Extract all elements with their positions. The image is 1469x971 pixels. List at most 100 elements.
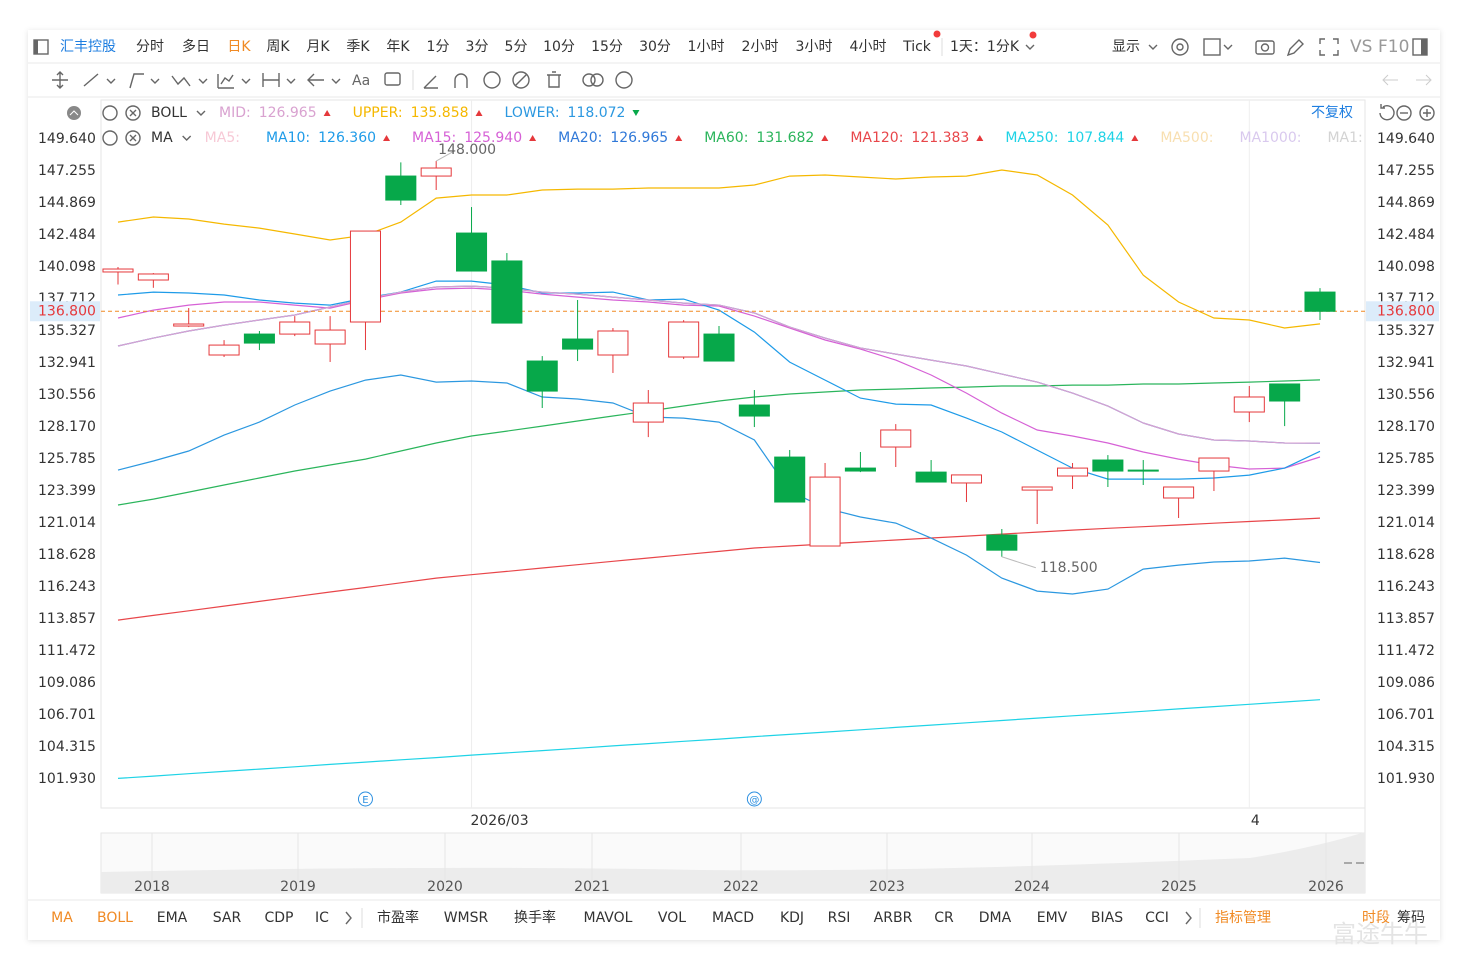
ray-tool[interactable] <box>129 73 144 89</box>
indicator-tab[interactable]: IC <box>315 910 329 926</box>
dropdown-arrow[interactable] <box>286 78 296 84</box>
period-tab[interactable]: 日K <box>227 39 251 55</box>
magnet-tool[interactable] <box>454 73 468 88</box>
indicator-name[interactable]: MA <box>151 130 173 146</box>
period-tab[interactable]: 15分 <box>591 39 623 55</box>
indicator-tab[interactable]: RSI <box>828 910 851 926</box>
note-tool[interactable] <box>384 72 401 86</box>
fullscreen-icon[interactable] <box>1319 38 1339 56</box>
indicator-tab[interactable]: MA <box>51 910 73 926</box>
zoom-in[interactable] <box>1419 105 1435 121</box>
period-tab[interactable]: 3小时 <box>796 39 833 55</box>
period-tab[interactable]: 年K <box>386 39 410 55</box>
tool-settings[interactable] <box>615 71 633 89</box>
indicator-tab[interactable]: CDP <box>265 910 294 926</box>
dropdown-arrow[interactable] <box>241 78 251 84</box>
indicator-tab[interactable]: 市盈率 <box>377 909 419 926</box>
pen-icon[interactable] <box>1286 39 1304 57</box>
event-icon-label: E <box>362 795 368 806</box>
legend-value: 131.682 <box>756 130 814 146</box>
settings-icon[interactable] <box>1171 38 1189 56</box>
indicator-tab[interactable]: DMA <box>979 910 1012 926</box>
session-tab[interactable]: 时段 <box>1362 910 1390 926</box>
legend-name: UPPER: <box>353 105 403 121</box>
dropdown-arrow[interactable] <box>182 135 192 141</box>
dropdown-arrow[interactable] <box>1025 44 1035 50</box>
period-tab[interactable]: 1分 <box>427 39 450 55</box>
indicator-tab[interactable]: EMV <box>1037 910 1068 926</box>
indicator-tab[interactable]: EMA <box>157 910 188 926</box>
indicator-tab[interactable]: BOLL <box>97 910 133 926</box>
period-tab[interactable]: Tick <box>902 39 932 55</box>
compare-tool[interactable] <box>582 73 596 87</box>
indicator-line <box>117 374 1321 595</box>
period-tab[interactable]: 5分 <box>505 39 528 55</box>
tabs-next[interactable] <box>1185 911 1192 925</box>
hide-tool[interactable] <box>512 71 530 89</box>
timeframe[interactable]: 1天：1分K <box>950 39 1020 55</box>
vs-button[interactable]: VS <box>1350 37 1372 57</box>
indicator-manage[interactable]: 指标管理 <box>1215 910 1271 926</box>
indicator-close[interactable] <box>125 130 141 146</box>
period-tab[interactable]: 周K <box>266 39 290 55</box>
dropdown-arrow[interactable] <box>198 78 208 84</box>
period-tab[interactable]: 2小时 <box>742 39 779 55</box>
reset-icon[interactable] <box>1379 104 1395 121</box>
period-tab[interactable]: 3分 <box>466 39 489 55</box>
period-tab[interactable]: 分时 <box>136 39 164 55</box>
legend-name: MA10: <box>266 130 310 146</box>
chips-tab[interactable]: 筹码 <box>1397 909 1425 926</box>
indicator-settings[interactable] <box>102 105 118 121</box>
dropdown-arrow[interactable] <box>1148 44 1158 50</box>
dropdown-arrow[interactable] <box>331 78 341 84</box>
indicator-name[interactable]: BOLL <box>151 105 187 121</box>
indicator-tab[interactable]: 换手率 <box>514 909 556 926</box>
indicator-tab[interactable]: MAVOL <box>584 910 633 926</box>
chart-tool[interactable] <box>217 74 234 89</box>
indicator-settings[interactable] <box>102 130 118 146</box>
window-icon[interactable] <box>1203 38 1221 56</box>
wave-tool[interactable] <box>171 75 191 87</box>
camera-icon[interactable] <box>1255 40 1275 55</box>
lock-tool[interactable] <box>483 71 501 89</box>
event-icon[interactable] <box>357 791 373 807</box>
move-tool[interactable] <box>52 71 68 89</box>
period-tab[interactable]: 多日 <box>182 38 210 55</box>
event-icon[interactable] <box>746 791 762 807</box>
delete-tool[interactable] <box>547 71 561 88</box>
redo[interactable] <box>1416 74 1432 86</box>
indicator-tab[interactable]: VOL <box>658 910 686 926</box>
indicator-tab[interactable]: ARBR <box>874 910 913 926</box>
dropdown-arrow[interactable] <box>1223 44 1233 50</box>
indicator-close[interactable] <box>125 105 141 121</box>
text-tool[interactable]: Aa <box>352 73 370 89</box>
f10-button[interactable]: F10 <box>1378 37 1409 57</box>
tabs-next[interactable] <box>345 911 352 925</box>
indicator-tab[interactable]: WMSR <box>444 910 489 926</box>
measure-tool[interactable] <box>423 75 438 89</box>
line-tool[interactable] <box>83 73 99 87</box>
period-tab[interactable]: 月K <box>306 39 330 55</box>
indicator-tab[interactable]: CCI <box>1145 910 1169 926</box>
period-tab[interactable]: 季K <box>346 39 370 55</box>
indicator-tab[interactable]: BIAS <box>1091 910 1123 926</box>
period-tab[interactable]: 30分 <box>639 39 671 55</box>
display-menu[interactable]: 显示 <box>1112 39 1140 55</box>
dropdown-arrow[interactable] <box>196 110 206 116</box>
indicator-tab[interactable]: KDJ <box>780 910 804 926</box>
zoom-out[interactable] <box>1396 105 1412 121</box>
dropdown-arrow[interactable] <box>106 78 116 84</box>
collapse-icon[interactable] <box>67 106 81 120</box>
range-tool[interactable] <box>262 73 280 87</box>
adjust-mode[interactable]: 不复权 <box>1311 104 1353 121</box>
indicator-tab[interactable]: MACD <box>712 910 754 926</box>
period-tab[interactable]: 4小时 <box>850 39 887 55</box>
indicator-tab[interactable]: SAR <box>213 910 242 926</box>
dropdown-arrow[interactable] <box>150 78 160 84</box>
symbol-name[interactable]: 汇丰控股 <box>60 39 116 55</box>
period-tab[interactable]: 1小时 <box>688 39 725 55</box>
undo[interactable] <box>1382 74 1398 86</box>
period-tab[interactable]: 10分 <box>543 39 575 55</box>
back-tool[interactable] <box>307 73 324 87</box>
indicator-tab[interactable]: CR <box>934 910 954 926</box>
